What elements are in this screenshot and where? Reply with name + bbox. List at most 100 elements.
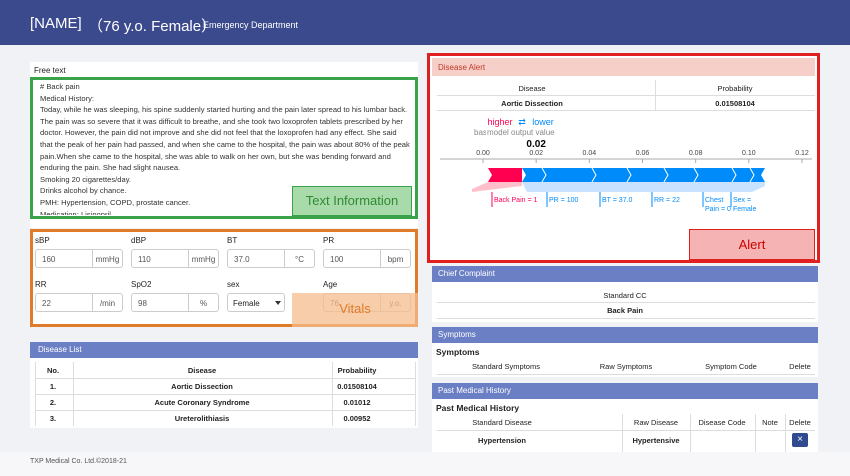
table-row-line <box>35 410 415 411</box>
chevron <box>591 167 597 183</box>
pmh-line <box>437 430 815 431</box>
table-row-line <box>35 394 415 395</box>
patient-age-sex: （76 y.o. Female） <box>88 18 217 35</box>
output-value: 0.02 <box>526 139 546 150</box>
table-header: Standard CC <box>603 291 647 300</box>
free-text-line: Today, while he was sleeping, his spine … <box>40 105 410 173</box>
header-bar <box>0 0 850 45</box>
vital-label: dBP <box>131 236 147 245</box>
pmh-col-line <box>755 414 756 454</box>
symptoms-header: Symptoms <box>432 327 818 343</box>
vital-input[interactable]: 22 <box>35 293 93 312</box>
chevron <box>731 167 737 183</box>
vital-label: sBP <box>35 236 50 245</box>
table-header: Symptom Code <box>705 362 757 371</box>
vital-unit: bpm <box>381 249 411 268</box>
feature-label: PR = 100 <box>549 197 579 204</box>
free-text-line: PMH: Hypertension, COPD, prostate cancer… <box>40 197 191 207</box>
vital-input[interactable]: 160 <box>35 249 93 268</box>
tick-label: 0.04 <box>583 150 597 157</box>
table-cell: Ureterolithiasis <box>174 414 230 423</box>
pmh-col-line <box>690 414 691 454</box>
vitals-annotation: Vitals <box>292 293 418 327</box>
sex-select[interactable]: Female <box>227 293 285 312</box>
table-cell: Acute Coronary Syndrome <box>154 398 250 407</box>
chevron <box>693 167 699 183</box>
feature-label: Back Pain = 1 <box>494 197 538 204</box>
vital-input[interactable]: 98 <box>131 293 189 312</box>
alert-panel <box>427 53 820 263</box>
alert-header: Disease Alert <box>432 58 815 76</box>
higher-label: higher <box>487 117 512 127</box>
alert-table-line <box>437 110 815 111</box>
patient-name: [NAME] <box>30 15 82 32</box>
tick-label: 0.02 <box>529 150 543 157</box>
free-text-line: Drinks alcohol by chance. <box>40 186 127 196</box>
cc-line <box>437 318 815 319</box>
table-col-line <box>35 362 36 426</box>
vital-label: Age <box>323 280 338 289</box>
alert-table-line <box>437 95 815 96</box>
free-text-line: Medical History: <box>40 93 95 103</box>
blue-shade <box>522 182 765 192</box>
free-text-line: # Back pain <box>40 82 80 91</box>
symptoms-subtitle: Symptoms <box>436 347 480 357</box>
vital-unit: % <box>189 293 219 312</box>
table-header: Standard Symptoms <box>472 362 540 371</box>
free-text-label: Free text <box>34 66 66 75</box>
vital-input[interactable]: 100 <box>323 249 381 268</box>
vital-label: SpO2 <box>131 280 152 289</box>
free-text-box <box>30 77 418 219</box>
table-cell: 0.01508104 <box>715 99 755 108</box>
lower-label: lower <box>532 117 554 127</box>
tick-label: 0.08 <box>689 150 703 157</box>
table-header: Disease <box>187 366 217 375</box>
department: Emergency Department <box>203 20 299 30</box>
table-cell: 1. <box>49 382 57 391</box>
table-cell: Aortic Dissection <box>501 99 563 108</box>
table-col-line <box>73 362 74 426</box>
table-header: Probability <box>717 84 753 93</box>
chief-complaint-header: Chief Complaint <box>432 266 818 282</box>
label-bg <box>486 127 562 137</box>
table-header: Disease <box>518 84 546 93</box>
free-text-line: Medication: Lisinopril <box>40 209 111 215</box>
pmh-subtitle: Past Medical History <box>436 403 520 413</box>
table-cell: 3. <box>49 414 57 423</box>
table-cell: Aortic Dissection <box>171 382 233 391</box>
symptoms-line <box>437 374 815 375</box>
chevron <box>541 167 547 183</box>
feature-label: Chest Pain = 0 <box>705 197 731 213</box>
chevron <box>749 167 755 183</box>
cc-line <box>437 302 815 303</box>
disease-list-header: Disease List <box>30 342 418 358</box>
pmh-body <box>432 399 818 459</box>
disease-list-body <box>30 358 418 428</box>
tick-label: 0.10 <box>742 150 756 157</box>
delete-button[interactable]: × <box>792 433 808 447</box>
alert-annotation: Alert <box>689 229 815 260</box>
table-header: Raw Symptoms <box>599 362 653 371</box>
vital-input[interactable]: 37.0 <box>227 249 285 268</box>
feature-label: Sex = Female <box>733 197 757 213</box>
table-cell: 0.00952 <box>343 414 371 423</box>
table-header: Probability <box>337 366 377 375</box>
table-header: Delete <box>789 362 811 371</box>
table-header: Raw Disease <box>633 418 679 427</box>
table-header: No. <box>46 366 60 375</box>
free-text-content[interactable]: # Back pain Medical History: Today, while … <box>40 81 410 215</box>
vital-input[interactable]: 110 <box>131 249 189 268</box>
vital-label: RR <box>35 280 47 289</box>
free-text-line: Smoking 20 cigarettes/day. <box>40 174 132 184</box>
vital-unit: mmHg <box>189 249 219 268</box>
vital-label: BT <box>227 236 238 245</box>
vital-label: PR <box>323 236 335 245</box>
vital-unit: °C <box>285 249 315 268</box>
feature-label: BT = 37.0 <box>602 197 633 204</box>
table-row-line <box>35 378 415 379</box>
feature-label: RR = 22 <box>654 197 680 204</box>
table-header: Delete <box>789 418 811 427</box>
chevron <box>663 167 669 183</box>
pmh-header: Past Medical History <box>432 383 818 399</box>
